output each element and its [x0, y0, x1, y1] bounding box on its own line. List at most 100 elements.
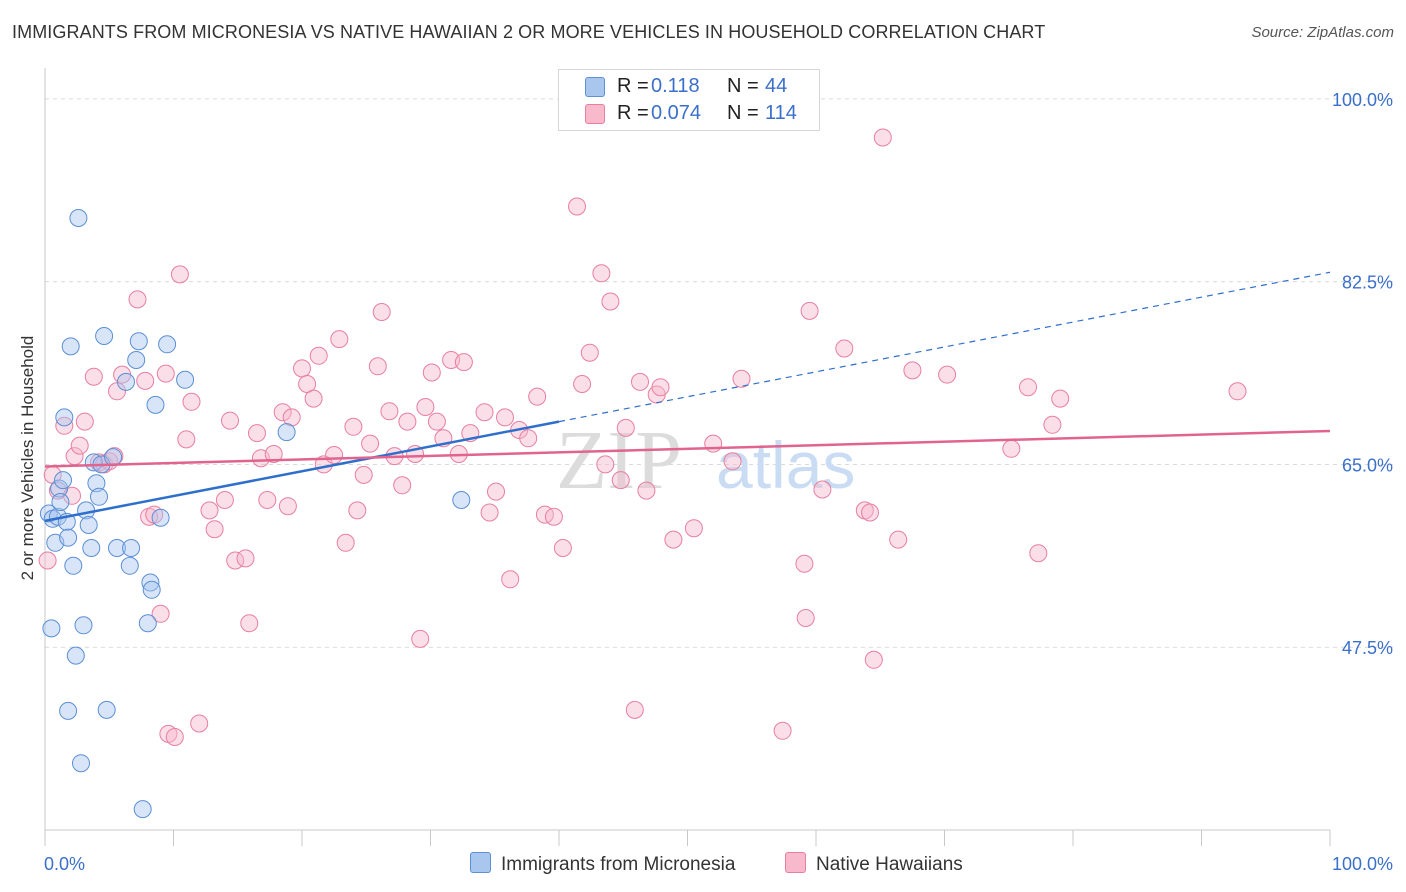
data-point — [221, 411, 239, 430]
data-point — [487, 482, 505, 501]
data-point — [59, 528, 78, 547]
data-point — [151, 508, 170, 527]
data-point — [87, 474, 106, 493]
data-point — [480, 503, 499, 522]
data-point — [82, 539, 101, 557]
data-point — [74, 616, 93, 635]
series-legend-label: Native Hawaiians — [816, 854, 963, 875]
legend-r-label: R = — [617, 75, 649, 97]
data-point — [684, 519, 703, 538]
series-legend-swatch — [470, 852, 491, 873]
data-point — [240, 614, 259, 633]
data-point — [354, 465, 373, 484]
data-point — [248, 424, 266, 443]
data-point — [141, 573, 160, 592]
series-legend-native-hawaiians: Native Hawaiians — [785, 852, 963, 876]
data-point — [200, 501, 219, 520]
data-point — [416, 398, 435, 416]
data-point — [278, 497, 297, 516]
data-point — [127, 351, 146, 369]
y-tick-labels: 100.0% 82.5% 65.0% 47.5% — [1332, 90, 1393, 658]
data-point — [651, 378, 670, 397]
data-point — [813, 480, 832, 499]
data-point — [146, 395, 165, 414]
legend-r-value: 0.074 — [651, 102, 702, 124]
source-label: Source: ZipAtlas.com — [1251, 24, 1394, 41]
legend-row-native-hawaiians: R = 0.074 N = 114 — [559, 102, 819, 129]
series-micronesia — [39, 209, 471, 819]
data-point — [177, 430, 196, 449]
watermark-atlas: atlas — [716, 428, 855, 502]
data-point — [122, 539, 141, 557]
data-point — [361, 434, 380, 453]
data-point — [496, 408, 514, 427]
trend-line-micronesia — [44, 420, 560, 523]
legend-r-value: 0.118 — [651, 75, 700, 97]
data-point — [1002, 439, 1021, 458]
data-point — [151, 604, 170, 623]
data-point — [236, 549, 255, 568]
data-point — [1051, 389, 1070, 408]
chart-title: IMMIGRANTS FROM MICRONESIA VS NATIVE HAW… — [12, 22, 1046, 42]
data-point — [75, 412, 94, 431]
data-point — [795, 554, 814, 573]
data-point — [452, 491, 471, 509]
data-point — [773, 721, 792, 740]
data-point — [61, 337, 80, 356]
data-point — [273, 403, 292, 422]
data-point — [528, 387, 547, 406]
watermark: ZIP atlas — [556, 414, 855, 507]
data-point — [568, 197, 586, 216]
data-point — [372, 303, 391, 321]
y-tick-label: 100.0% — [1332, 90, 1393, 110]
data-point — [90, 487, 108, 506]
data-point — [1043, 415, 1062, 434]
data-point — [637, 481, 656, 500]
data-point — [72, 754, 90, 773]
legend-n-value: 44 — [765, 75, 788, 97]
data-point — [64, 556, 83, 575]
data-point — [293, 359, 311, 378]
data-point — [104, 448, 123, 467]
legend-n-label: N = — [727, 75, 759, 97]
data-point — [128, 290, 147, 309]
data-point — [544, 507, 563, 526]
data-point — [138, 614, 157, 633]
data-point — [51, 493, 70, 511]
data-point — [427, 412, 446, 431]
data-point — [348, 501, 367, 520]
data-point — [1228, 382, 1247, 401]
series-native-hawaiians — [38, 128, 1247, 746]
data-point — [84, 453, 103, 472]
data-point — [84, 367, 103, 386]
data-point — [42, 619, 61, 638]
data-point — [873, 128, 892, 147]
data-point — [215, 491, 234, 509]
data-point — [454, 353, 473, 372]
data-point — [553, 539, 572, 557]
data-point — [165, 728, 184, 746]
data-point — [97, 700, 116, 719]
legend-n-label: N = — [727, 102, 759, 124]
data-point — [1019, 378, 1037, 397]
data-point — [411, 629, 430, 648]
data-point — [309, 346, 328, 365]
data-point — [835, 339, 854, 358]
data-point — [625, 700, 644, 719]
x-tick-label: 100.0% — [1332, 854, 1393, 874]
data-point — [475, 403, 494, 422]
data-point — [50, 479, 69, 498]
data-point — [304, 389, 323, 408]
data-point — [120, 556, 139, 575]
data-point — [142, 580, 161, 599]
data-point — [601, 292, 620, 311]
data-point — [264, 445, 283, 463]
data-point — [723, 452, 742, 471]
data-point — [368, 357, 387, 376]
data-point — [129, 332, 148, 351]
data-point — [79, 516, 98, 534]
data-point — [631, 372, 649, 391]
data-point — [422, 363, 441, 382]
data-point — [277, 423, 296, 442]
data-point — [117, 372, 135, 391]
